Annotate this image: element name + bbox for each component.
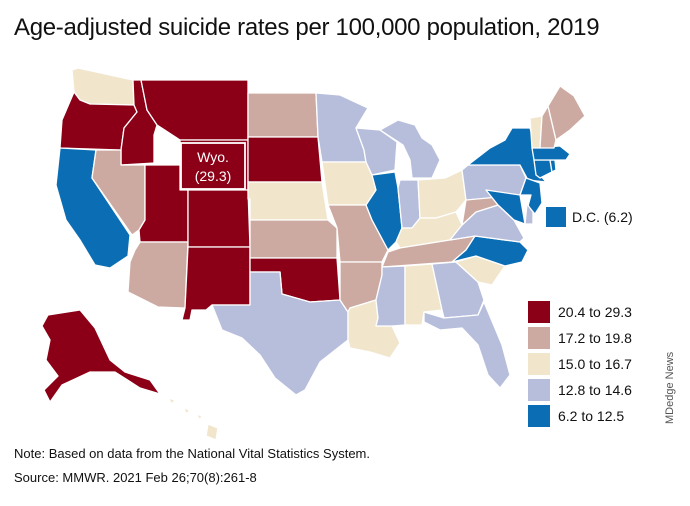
state-michigan <box>379 119 441 179</box>
state-massachusetts <box>531 145 571 161</box>
state-north-carolina <box>451 235 529 267</box>
state-texas <box>211 271 349 396</box>
state-louisiana <box>347 299 401 359</box>
dc-label: D.C. (6.2) <box>546 207 633 227</box>
state-delaware <box>524 203 534 225</box>
legend-label: 15.0 to 16.7 <box>558 355 632 372</box>
source-text: MMWR. 2021 Feb 26;70(8):261-8 <box>58 470 257 485</box>
state-maine <box>547 85 586 141</box>
legend-label: 6.2 to 12.5 <box>558 407 625 424</box>
callout-box <box>180 142 246 190</box>
state-maryland <box>485 189 526 225</box>
map-title: Age-adjusted suicide rates per 100,000 p… <box>14 14 600 41</box>
watermark: MDedge News <box>664 351 676 424</box>
state-north-dakota <box>247 92 319 138</box>
state-nebraska <box>247 181 329 221</box>
legend-label: 12.8 to 14.6 <box>558 381 632 398</box>
note-line: Note: Based on data from the National Vi… <box>14 442 370 466</box>
callout-state: Wyo. <box>197 149 229 165</box>
state-south-dakota <box>247 136 323 183</box>
state-connecticut <box>533 159 553 179</box>
state-illinois <box>365 171 403 251</box>
state-kansas <box>249 219 338 259</box>
states-layer <box>41 67 586 441</box>
dc-text: D.C. (6.2) <box>572 209 633 225</box>
state-colorado <box>187 189 251 248</box>
legend-item: 20.4 to 29.3 <box>528 300 632 323</box>
legend-swatch <box>528 300 550 323</box>
state-new-hampshire <box>539 105 557 149</box>
callout-value: (29.3) <box>195 168 232 184</box>
state-arizona <box>127 241 189 309</box>
state-montana <box>140 79 249 141</box>
legend-item: 15.0 to 16.7 <box>528 352 632 375</box>
note-text: Based on data from the National Vital St… <box>45 446 370 461</box>
dc-swatch <box>546 207 566 227</box>
state-alaska <box>41 309 161 403</box>
state-florida <box>423 301 511 389</box>
state-washington <box>71 67 135 106</box>
legend-label: 17.2 to 19.8 <box>558 329 632 346</box>
wyoming-callout: Wyo. (29.3) <box>180 142 246 190</box>
legend-swatch <box>528 326 550 349</box>
legend-swatch <box>528 378 550 401</box>
legend-item: 17.2 to 19.8 <box>528 326 632 349</box>
legend-swatch <box>528 404 550 427</box>
legend-item: 12.8 to 14.6 <box>528 378 632 401</box>
source-line: Source: MMWR. 2021 Feb 26;70(8):261-8 <box>14 466 370 490</box>
state-iowa <box>321 161 377 206</box>
state-hawaii <box>167 397 219 441</box>
note-prefix: Note: <box>14 446 46 461</box>
state-minnesota <box>315 92 369 163</box>
state-indiana <box>397 179 421 229</box>
source-prefix: Source: <box>14 470 59 485</box>
legend-item: 6.2 to 12.5 <box>528 404 632 427</box>
legend-swatch <box>528 352 550 375</box>
legend-label: 20.4 to 29.3 <box>558 303 632 320</box>
footnotes: Note: Based on data from the National Vi… <box>14 442 370 490</box>
legend: 20.4 to 29.3 17.2 to 19.8 15.0 to 16.7 1… <box>528 300 632 430</box>
